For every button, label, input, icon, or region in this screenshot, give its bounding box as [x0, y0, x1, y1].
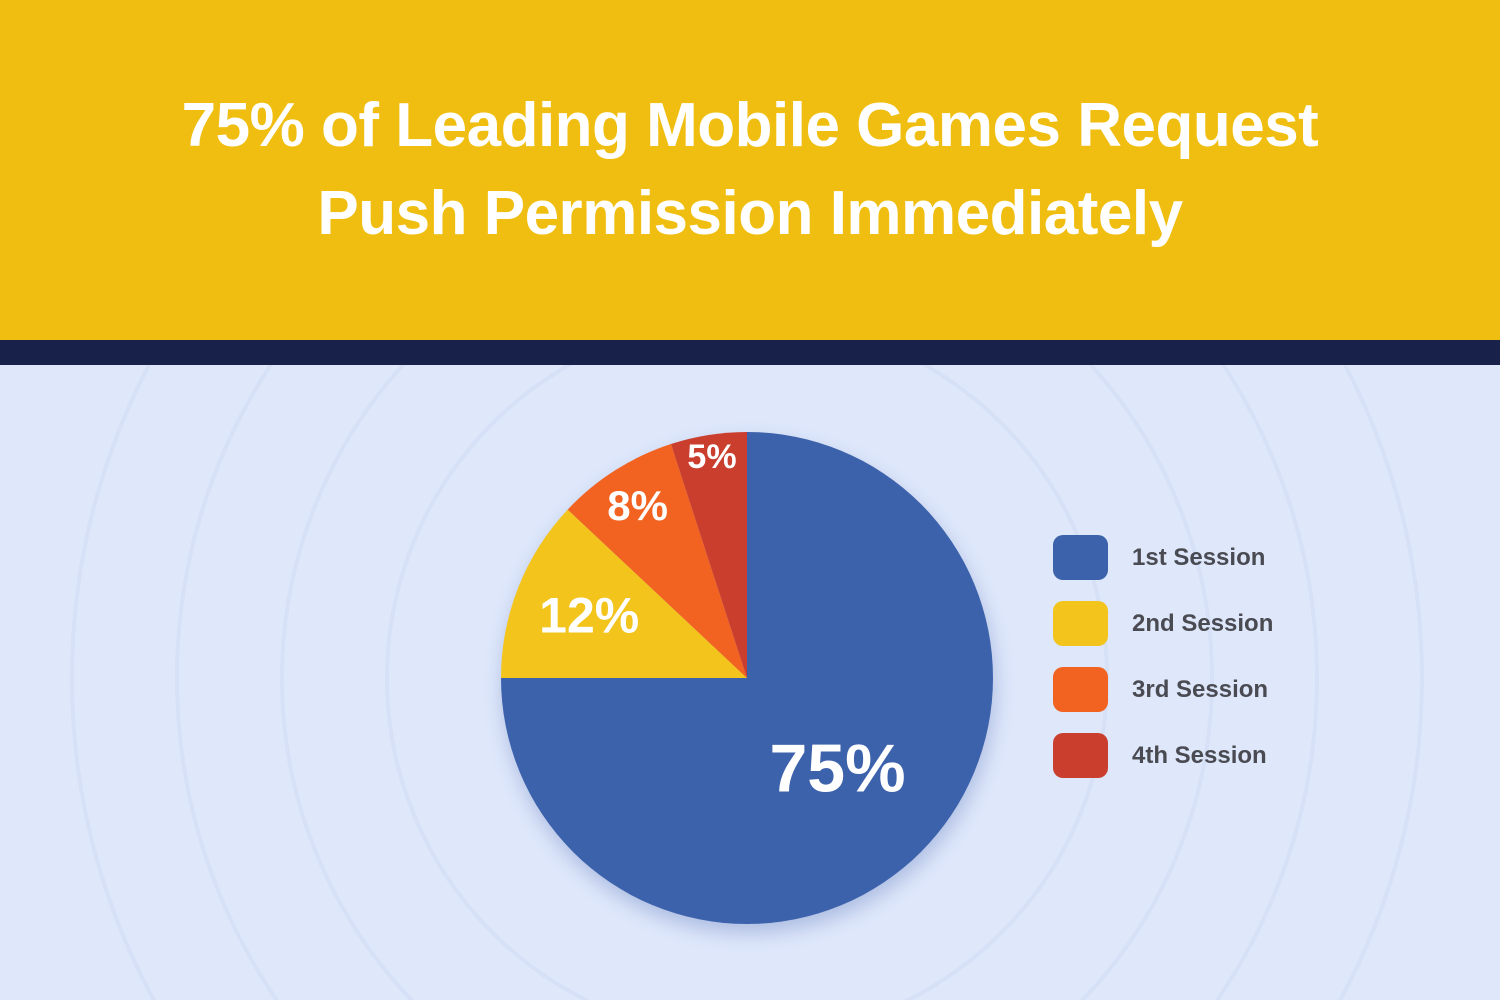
legend-item: 1st Session — [1053, 535, 1273, 580]
legend-swatch — [1053, 733, 1108, 778]
legend: 1st Session 2nd Session 3rd Session 4th … — [1053, 535, 1273, 799]
page-title: 75% of Leading Mobile Games Request Push… — [182, 82, 1319, 258]
background-ring — [280, 365, 1214, 1000]
background-ring — [70, 365, 1424, 1000]
legend-swatch — [1053, 667, 1108, 712]
slice-label-2nd-session: 12% — [539, 588, 639, 644]
divider-bar — [0, 340, 1500, 365]
pie-chart: 75% 12% 8% 5% — [70, 365, 1424, 1000]
chart-area: 75% 12% 8% 5% 1st Session 2nd Session 3rd S… — [0, 365, 1500, 1000]
slice-label-4th-session: 5% — [687, 438, 736, 476]
background-ring — [175, 365, 1319, 1000]
pie-slice-3rd-session — [567, 444, 747, 678]
pie-slice-2nd-session — [500, 509, 747, 678]
slice-label-3rd-session: 8% — [607, 482, 668, 529]
pie — [500, 432, 993, 924]
legend-item: 4th Session — [1053, 733, 1273, 778]
legend-label: 4th Session — [1132, 741, 1267, 769]
legend-swatch — [1053, 601, 1108, 646]
header-banner: 75% of Leading Mobile Games Request Push… — [0, 0, 1500, 340]
legend-label: 2nd Session — [1132, 609, 1274, 637]
title-line-2: Push Permission Immediately — [317, 179, 1183, 248]
legend-label: 1st Session — [1132, 543, 1266, 571]
title-line-1: 75% of Leading Mobile Games Request — [181, 91, 1319, 160]
legend-item: 2nd Session — [1053, 601, 1273, 646]
legend-item: 3rd Session — [1053, 667, 1273, 712]
slice-label-1st-session: 75% — [769, 731, 905, 807]
legend-label: 3rd Session — [1132, 675, 1269, 703]
pie-slice-4th-session — [670, 432, 747, 678]
legend-swatch — [1053, 535, 1108, 580]
